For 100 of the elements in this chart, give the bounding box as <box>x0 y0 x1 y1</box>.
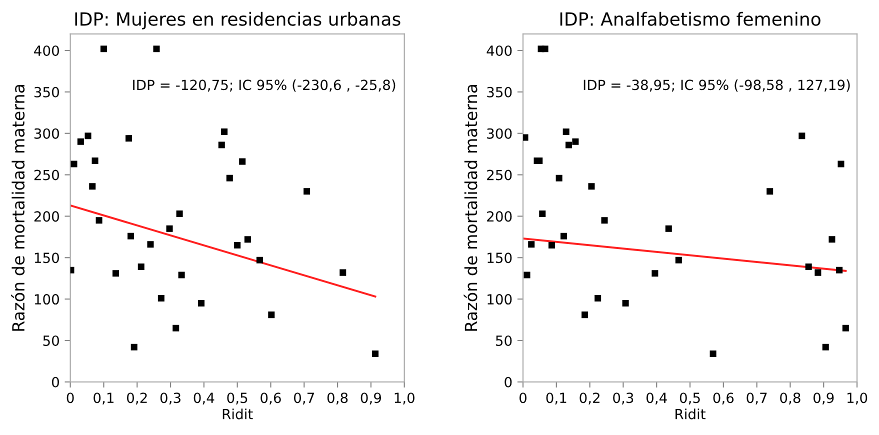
point <box>601 217 608 224</box>
x-tick-label: 0,6 <box>713 392 734 405</box>
y-tick-label: 300 <box>34 128 59 139</box>
point <box>234 242 241 248</box>
point <box>539 210 546 217</box>
x-tick-label: 0,4 <box>194 392 214 405</box>
y-tick-label: 400 <box>486 45 512 56</box>
point <box>542 46 548 52</box>
point <box>176 210 183 217</box>
point <box>100 46 107 52</box>
x-tick-label: 0,2 <box>126 392 147 405</box>
annotation: IDP = -38,95; IC 95% (-98,58 , 127,19) <box>584 79 850 92</box>
point <box>572 138 579 145</box>
point <box>562 128 570 135</box>
point <box>766 188 774 195</box>
point <box>166 225 173 232</box>
x-tick-label: 0,5 <box>680 392 700 405</box>
point <box>256 256 263 264</box>
x-tick-label: 0,1 <box>546 392 566 405</box>
y-tick-label: 50 <box>496 335 512 346</box>
point <box>822 344 829 350</box>
y-axis-title: Razón de mortalidad materna <box>11 84 25 331</box>
point <box>524 272 530 278</box>
y-tick-label: 400 <box>34 45 59 56</box>
y-tick-label: 200 <box>487 211 512 222</box>
point <box>652 270 658 277</box>
point <box>147 241 154 248</box>
point <box>128 232 134 240</box>
point <box>842 324 849 332</box>
point <box>96 217 102 224</box>
point <box>130 344 138 350</box>
y-tick-label: 50 <box>43 335 59 346</box>
y-tick-label: 100 <box>34 294 59 305</box>
point <box>244 236 251 243</box>
point <box>372 350 379 358</box>
point <box>239 158 246 165</box>
point <box>588 183 595 190</box>
annotation: IDP = -120,75; IC 95% (-230,6 , -25,8) <box>133 79 396 92</box>
x-tick-label: 0 <box>520 392 526 404</box>
x-tick-label: 0,5 <box>227 392 248 405</box>
point <box>226 174 233 182</box>
point <box>710 350 716 358</box>
point <box>112 270 120 277</box>
y-axis-title: Razón de mortalidad materna <box>464 84 478 331</box>
point <box>198 300 205 306</box>
point <box>814 269 822 276</box>
point <box>70 160 78 168</box>
x-tick-label: 0,7 <box>294 392 314 405</box>
x-tick-label: 0,7 <box>746 392 767 405</box>
x-tick-label: 0,1 <box>94 392 114 405</box>
point <box>304 188 310 195</box>
y-tick-label: 250 <box>487 170 512 180</box>
x-tick-label: 0,2 <box>580 392 600 405</box>
point <box>528 241 535 248</box>
x-tick-label: 1,0 <box>848 392 868 405</box>
x-axis-title: Ridit <box>676 408 706 420</box>
y-tick-label: 0 <box>504 376 512 388</box>
point <box>622 300 629 306</box>
point <box>523 134 528 141</box>
x-axis-title: Ridit <box>222 408 253 420</box>
point <box>178 272 185 278</box>
point <box>582 312 588 318</box>
point <box>77 138 84 145</box>
point <box>218 142 225 148</box>
y-tick-label: 250 <box>34 170 59 180</box>
point <box>138 264 144 270</box>
point <box>836 266 843 274</box>
y-tick-label: 100 <box>488 294 512 305</box>
point <box>84 132 92 140</box>
y-tick-label: 200 <box>34 211 59 222</box>
point <box>89 183 96 190</box>
x-tick-label: 0,3 <box>613 392 634 405</box>
x-tick-label: 0 <box>66 392 74 404</box>
x-tick-label: 0,9 <box>360 392 382 405</box>
y-tick-label: 350 <box>487 86 512 98</box>
point <box>221 128 228 135</box>
chart-title: IDP: Mujeres en residencias urbanas <box>75 12 400 30</box>
point <box>838 160 844 168</box>
point <box>548 242 555 248</box>
y-tick-label: 350 <box>34 86 59 98</box>
point <box>594 294 602 302</box>
point <box>805 264 812 270</box>
x-tick-label: 1,0 <box>394 392 414 405</box>
point <box>153 46 160 52</box>
point <box>798 132 806 140</box>
point <box>340 269 346 276</box>
point <box>566 142 572 148</box>
x-tick-label: 0,6 <box>260 392 281 405</box>
x-tick-label: 0,3 <box>160 392 180 405</box>
x-tick-label: 0,8 <box>780 392 800 405</box>
x-tick-label: 0,8 <box>327 392 348 405</box>
point <box>158 294 164 302</box>
y-tick-label: 150 <box>488 252 512 264</box>
point <box>560 232 568 240</box>
point <box>126 135 132 142</box>
point <box>675 256 682 264</box>
y-tick-label: 300 <box>487 128 512 139</box>
point <box>665 225 672 232</box>
x-tick-label: 0,9 <box>813 392 834 405</box>
y-tick-label: 150 <box>34 252 59 264</box>
